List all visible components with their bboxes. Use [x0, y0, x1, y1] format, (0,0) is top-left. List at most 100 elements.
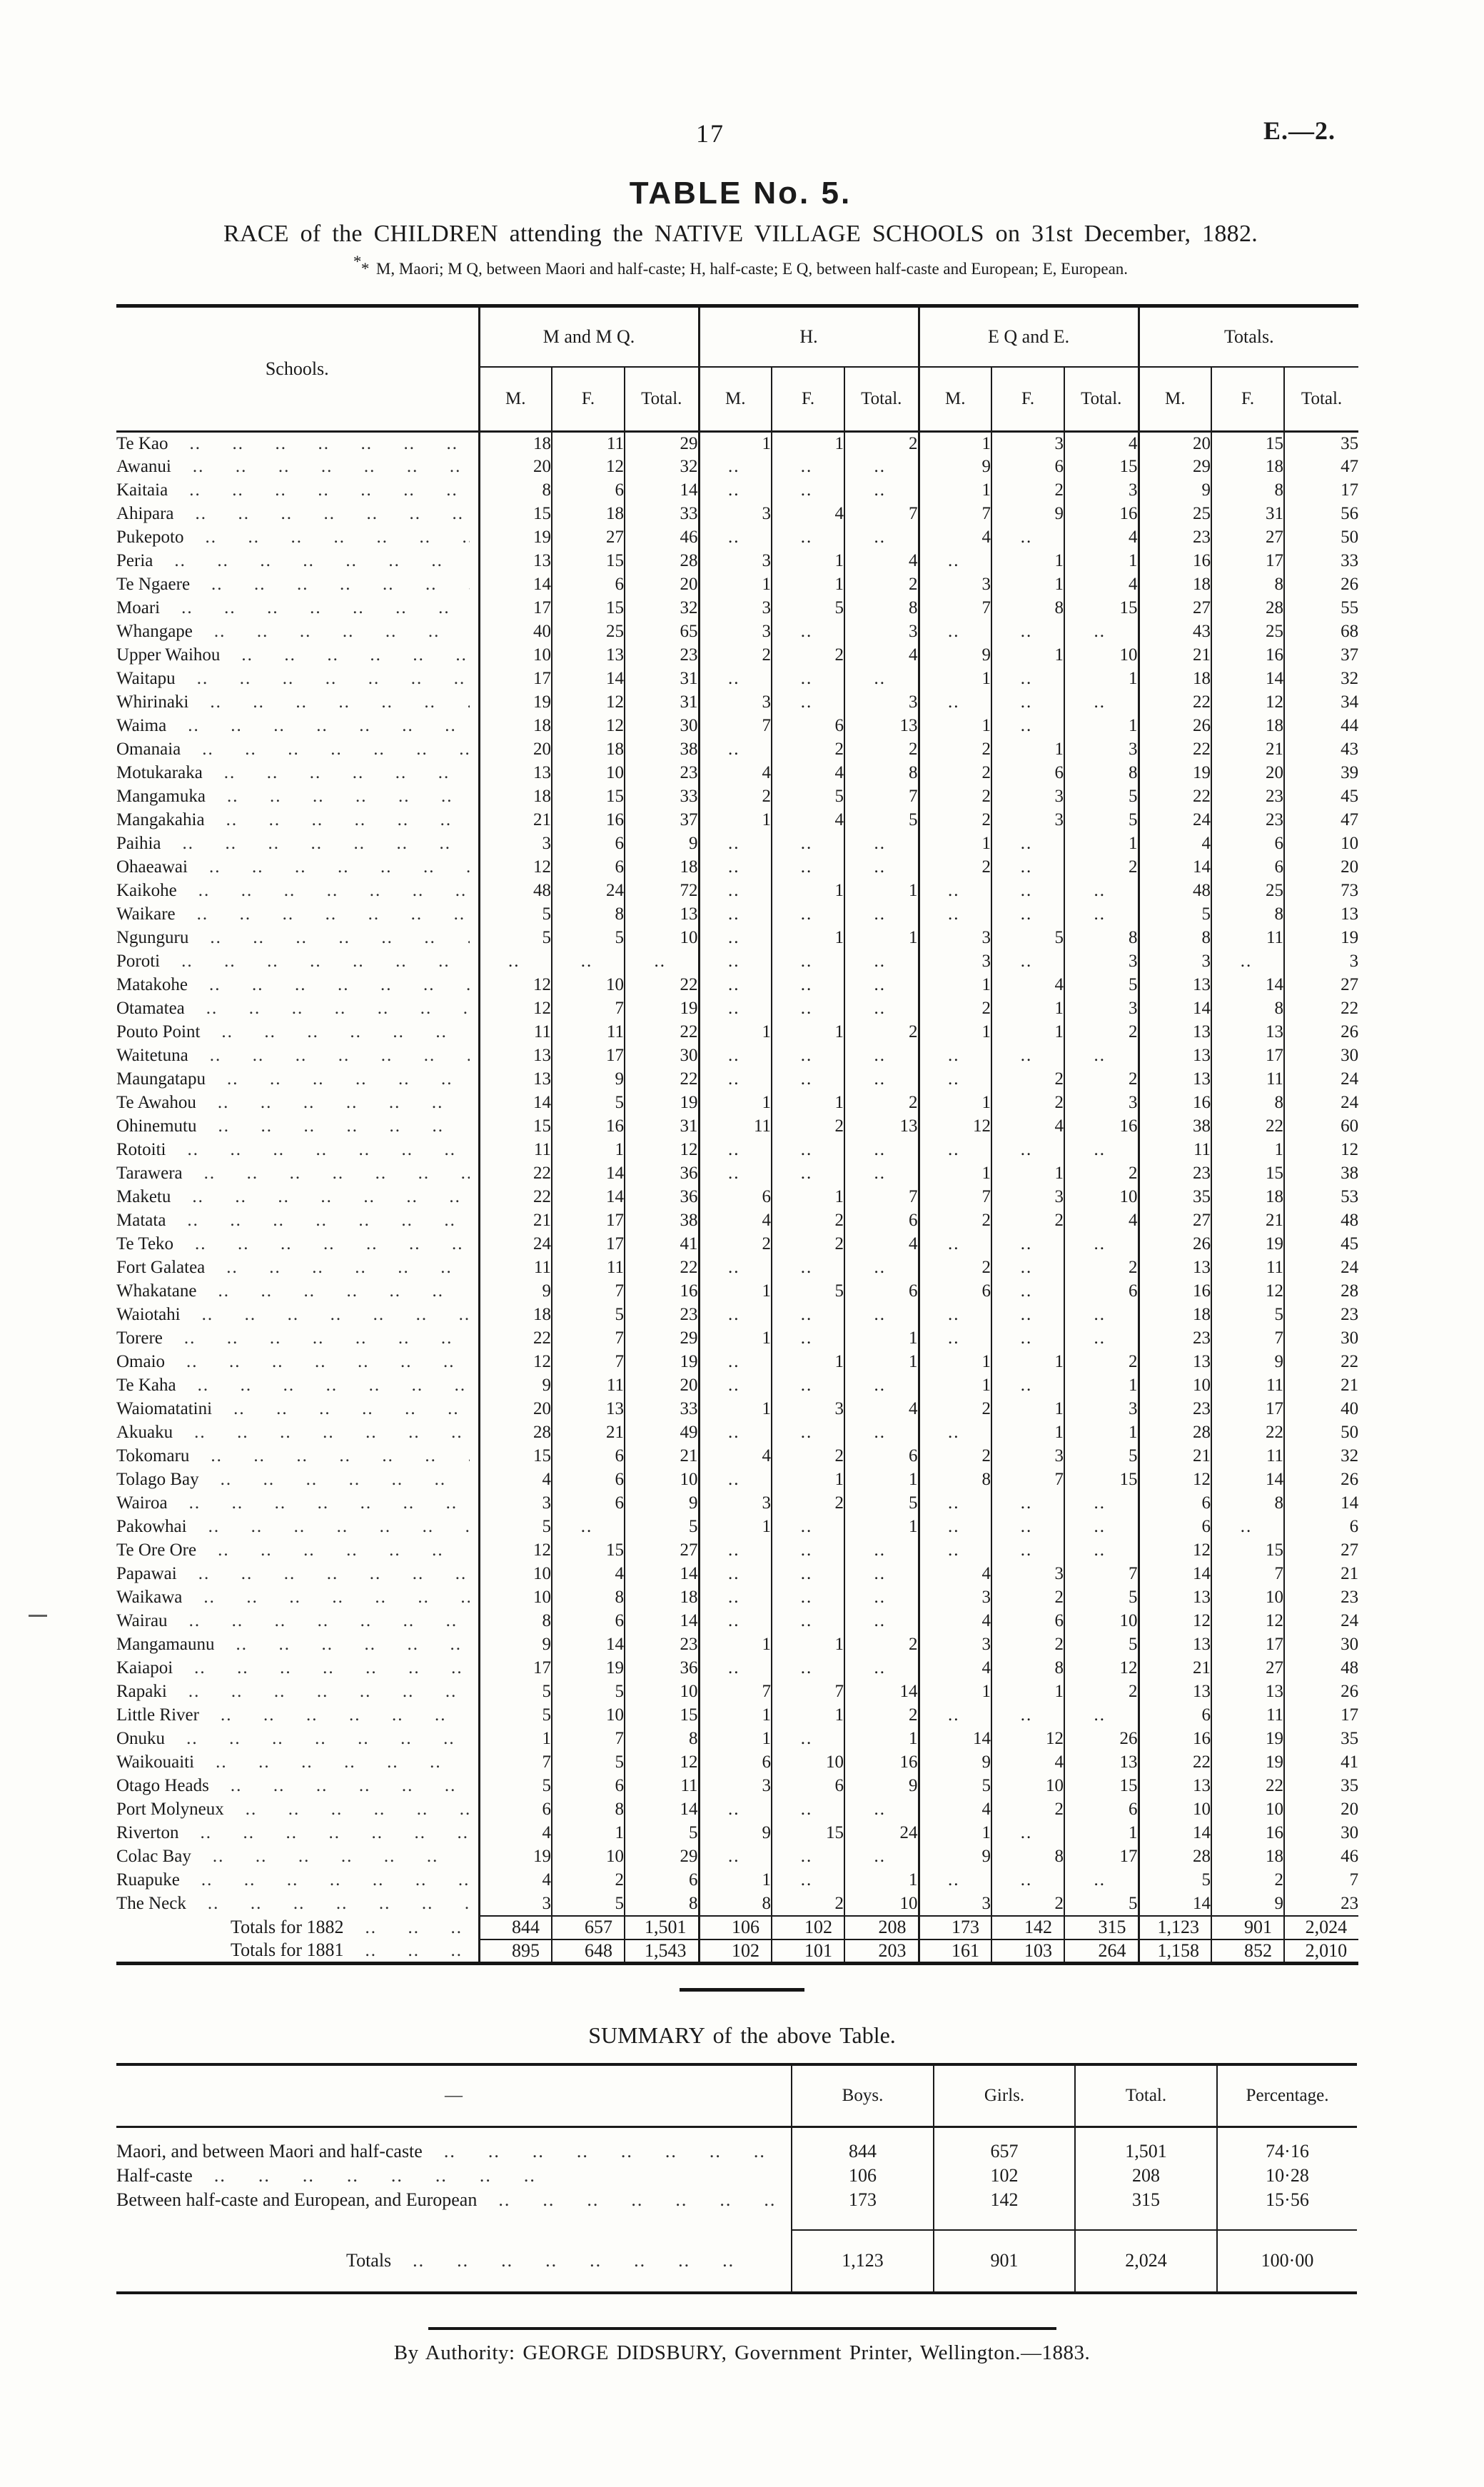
summary-totals-row: Totals 1,123 901 2,024 100·00: [116, 2229, 1357, 2293]
cell-value: 16: [844, 1750, 919, 1775]
cell-value: 7: [844, 502, 919, 526]
cell-value: 23: [1283, 1585, 1359, 1610]
cell-value: 10: [551, 1703, 625, 1727]
cell-value: 28: [623, 549, 700, 573]
table-row: Port Molyneux 6 8 14 .. .. .. 4 2 6 10 1…: [116, 1797, 1359, 1822]
cell-value: ..: [697, 737, 772, 762]
table-row: Poroti .. .. .. .. .. .. 3 .. 3 3 .. 3: [116, 949, 1359, 974]
school-name-cell: Upper Waihou: [116, 644, 479, 667]
cell-value: 13: [478, 761, 552, 785]
cell-value: 13: [478, 1044, 552, 1068]
cell-value: 10: [623, 926, 700, 950]
school-name-cell: Omaio: [116, 1351, 479, 1374]
cell-value: ..: [1064, 1703, 1139, 1727]
summary-col-blank: —: [116, 2064, 792, 2128]
cell-value: 23: [1283, 1303, 1359, 1327]
cell-value: ..: [844, 973, 919, 997]
cell-value: 24: [1283, 1256, 1359, 1280]
col-header-m: M.: [1137, 367, 1212, 433]
cell-value: 17: [1211, 1633, 1285, 1657]
table-row: Kaiapoi 17 19 36 .. .. .. 4 8 12 21 27 4…: [116, 1656, 1359, 1680]
cell-value: 40: [1283, 1397, 1359, 1421]
dot-leaders: [209, 857, 470, 877]
school-name: Maungatapu: [116, 1069, 206, 1089]
cell-value: ..: [697, 1138, 772, 1162]
table-row: Omaio 12 7 19 .. 1 1 1 1 2 13 9 22: [116, 1350, 1359, 1374]
cell-value: 1: [771, 1350, 845, 1374]
school-name: Waiomatatini: [116, 1399, 213, 1418]
table-row: Ahipara 15 18 33 3 4 7 7 9 16 25 31 56: [116, 502, 1359, 526]
cell-value: 31: [1211, 502, 1285, 526]
cell-value: 1: [991, 1680, 1065, 1704]
cell-value: 8: [551, 1585, 625, 1610]
cell-value: 18: [1211, 1185, 1285, 1209]
cell-value: 17: [551, 1044, 625, 1068]
cell-value: 6: [551, 1491, 625, 1515]
cell-value: ..: [917, 1232, 992, 1256]
cell-value: 4: [844, 643, 919, 667]
cell-value: 5: [1064, 1444, 1139, 1468]
cell-value: 5: [478, 1515, 552, 1539]
cell-value: 14: [1137, 1821, 1212, 1845]
school-name-cell: Wairau: [116, 1610, 479, 1633]
cell-value: 8: [1137, 926, 1212, 950]
cell-value: ..: [844, 855, 919, 879]
school-name-cell: Papawai: [116, 1563, 479, 1586]
cell-value: 1: [991, 1350, 1065, 1374]
cell-value: 3: [1064, 1397, 1139, 1421]
school-name-cell: Ahipara: [116, 503, 479, 526]
cell-value: 29: [623, 431, 700, 455]
cell-value: 1: [697, 431, 772, 455]
school-name-cell: Ohaeawai: [116, 856, 479, 879]
cell-value: 5: [1064, 808, 1139, 832]
cell-value: 20: [623, 572, 700, 597]
cell-value: ..: [844, 1138, 919, 1162]
school-name-cell: Ngunguru: [116, 927, 479, 950]
cell-value: 12: [1283, 1138, 1359, 1162]
cell-value: 21: [1137, 1656, 1212, 1680]
cell-value: 4: [917, 1609, 992, 1633]
dot-leaders: [198, 881, 470, 901]
cell-value: 5: [551, 1750, 625, 1775]
cell-value: ..: [844, 1538, 919, 1563]
cell-value: 12: [551, 690, 625, 715]
cell-value: ..: [771, 455, 845, 479]
dot-leaders: [218, 1116, 470, 1136]
cell-value: 6: [551, 572, 625, 597]
cell-value: 24: [478, 1232, 552, 1256]
cell-value: 3: [991, 1444, 1065, 1468]
school-name: Colac Bay: [116, 1847, 191, 1866]
cell-value: 10: [1064, 643, 1139, 667]
cell-value: 1: [844, 1468, 919, 1492]
cell-value: ..: [697, 1797, 772, 1822]
dot-leaders: [210, 928, 469, 948]
cell-value: 10: [1137, 1797, 1212, 1822]
cell-value: 10: [1064, 1609, 1139, 1633]
cell-value: 5: [551, 1892, 625, 1916]
cell-value: ..: [771, 620, 845, 644]
sub-header-row: M. F. Total. M. F. Total. M. F. Total. M…: [116, 367, 1359, 433]
cell-value: 6: [991, 1609, 1065, 1633]
cell-value: ..: [1064, 620, 1139, 644]
dot-leaders: [216, 1752, 469, 1772]
school-name: Omanaia: [116, 740, 181, 759]
cell-value: 14: [551, 667, 625, 691]
summary-header-row: — Boys. Girls. Total. Percentage.: [116, 2064, 1357, 2128]
cell-value: 24: [1283, 1067, 1359, 1091]
cell-value: 31: [623, 1114, 700, 1139]
cell-value: 11: [1211, 1703, 1285, 1727]
cell-value: ..: [697, 1468, 772, 1492]
cell-value: 33: [623, 785, 700, 809]
cell-value: 10: [1137, 1373, 1212, 1398]
school-name: Fort Galatea: [116, 1258, 206, 1277]
cell-value: 5: [844, 808, 919, 832]
totals-value: 1,543: [623, 1938, 700, 1963]
dot-leaders: [246, 1800, 470, 1820]
cell-value: 3: [1064, 737, 1139, 762]
summary-row-label-cell: Half-caste: [116, 2162, 792, 2189]
cell-value: 15: [1211, 1161, 1285, 1186]
cell-value: ..: [917, 1067, 992, 1091]
cell-value: 20: [1283, 855, 1359, 879]
cell-value: 33: [1283, 549, 1359, 573]
summary-row-label-cell: Between half-caste and European, and Eur…: [116, 2189, 792, 2230]
